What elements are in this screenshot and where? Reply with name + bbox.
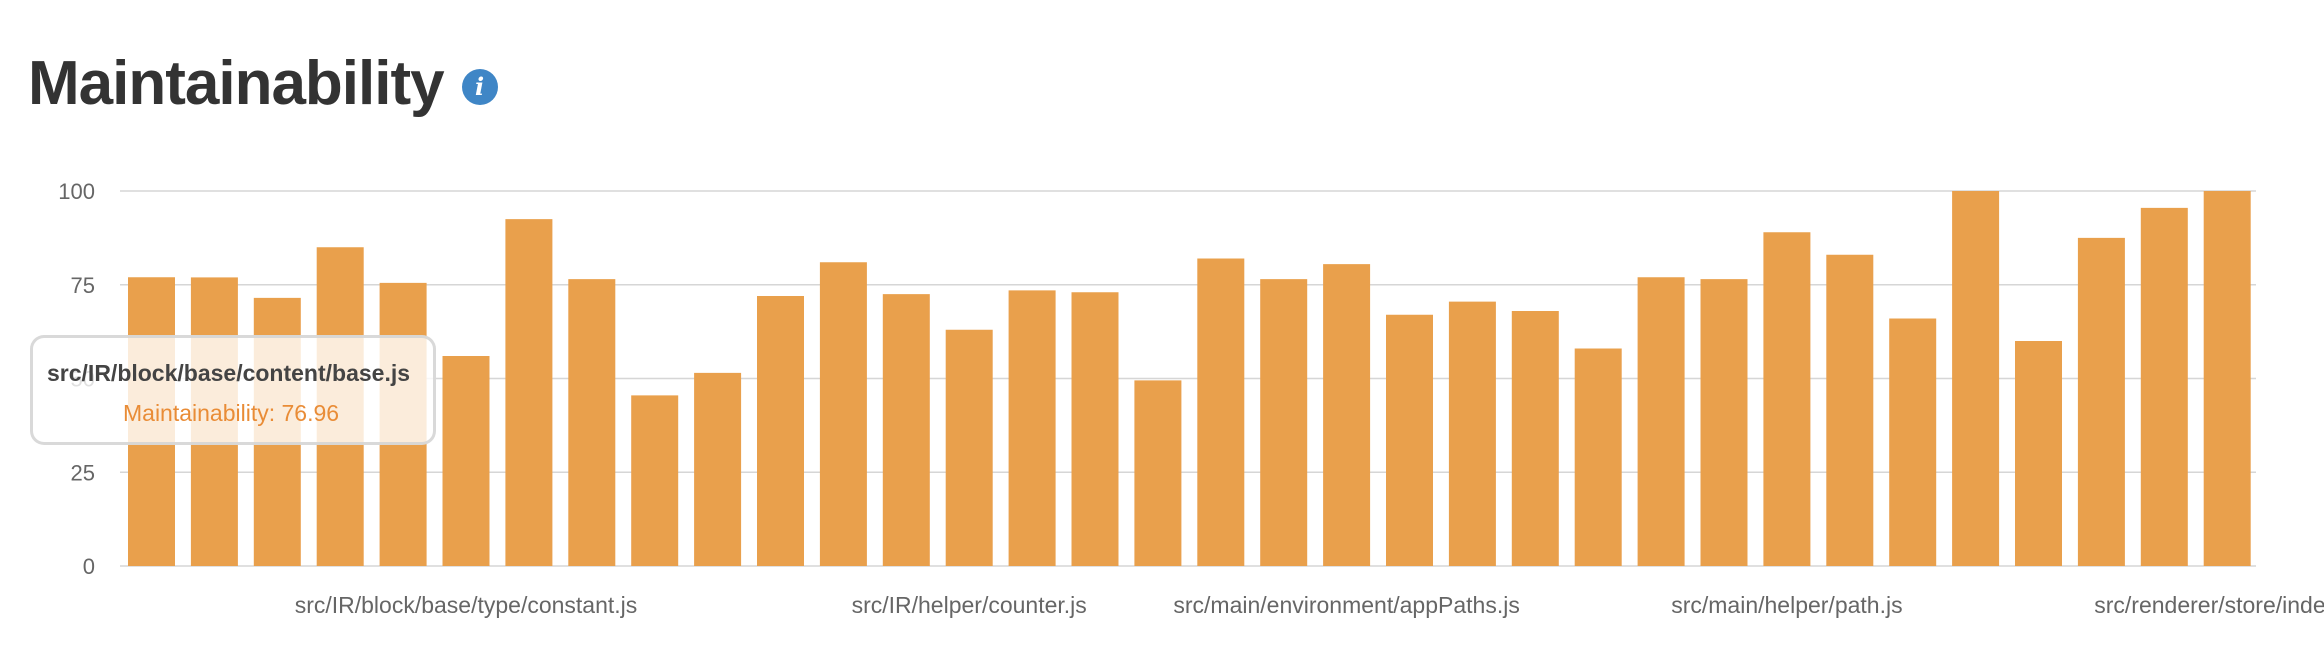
tooltip-value: Maintainability: 76.96 (123, 400, 340, 426)
x-tick-label: src/main/environment/appPaths.js (1173, 592, 1519, 618)
y-tick-label: 0 (83, 554, 95, 579)
bar[interactable] (1637, 277, 1685, 566)
bar[interactable] (1448, 301, 1496, 566)
chart-header: Maintainability i (28, 48, 498, 119)
bar[interactable] (631, 395, 679, 566)
bar[interactable] (694, 372, 742, 566)
bar[interactable] (1323, 264, 1371, 566)
bar[interactable] (1260, 279, 1308, 566)
bar[interactable] (505, 219, 553, 566)
y-tick-label: 75 (71, 273, 95, 298)
bar[interactable] (1826, 254, 1874, 566)
bar[interactable] (1197, 258, 1245, 567)
info-icon[interactable]: i (461, 68, 498, 105)
bar[interactable] (1511, 311, 1559, 566)
tooltip-title: src/IR/block/base/content/base.js (47, 360, 411, 386)
bar[interactable] (757, 296, 804, 566)
bar[interactable] (442, 356, 490, 566)
bar[interactable] (945, 329, 993, 566)
bar[interactable] (882, 294, 930, 566)
x-tick-label: src/renderer/store/index.js (2094, 592, 2324, 618)
bar[interactable] (2077, 237, 2125, 566)
bar[interactable] (1889, 318, 1937, 567)
bar[interactable] (1071, 292, 1119, 566)
bar[interactable] (1763, 232, 1811, 566)
bar[interactable] (1134, 380, 1182, 566)
bar[interactable] (2203, 191, 2251, 566)
x-tick-label: src/IR/block/base/type/constant.js (295, 592, 638, 618)
bar[interactable] (819, 262, 867, 566)
x-tick-label: src/main/helper/path.js (1671, 592, 1902, 618)
bar[interactable] (1574, 348, 1622, 567)
bar[interactable] (1386, 314, 1433, 566)
bar[interactable] (1008, 290, 1056, 566)
x-tick-label: src/IR/helper/counter.js (852, 592, 1087, 618)
page-title: Maintainability (28, 49, 445, 118)
bar[interactable] (568, 279, 616, 566)
bar[interactable] (1700, 279, 1748, 566)
bar[interactable] (1952, 191, 2000, 566)
chart-tooltip: src/IR/block/base/content/base.js Mainta… (30, 335, 436, 445)
bar[interactable] (2140, 207, 2188, 566)
y-tick-label: 100 (58, 179, 95, 204)
y-tick-label: 25 (71, 460, 95, 485)
bar[interactable] (2015, 341, 2062, 566)
